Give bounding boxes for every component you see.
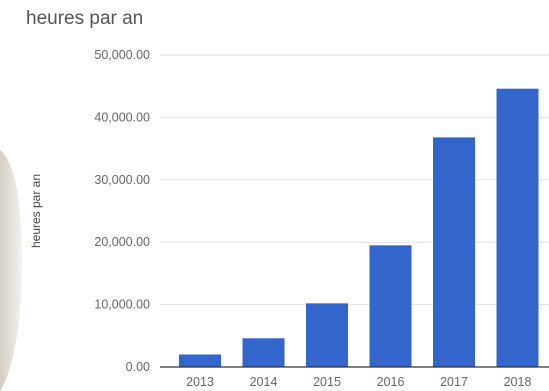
bar-2016 bbox=[369, 245, 412, 367]
x-tick-label: 2018 bbox=[504, 375, 532, 389]
y-tick-label: 30,000.00 bbox=[94, 173, 150, 187]
bar-2014 bbox=[242, 338, 285, 367]
y-tick-label: 20,000.00 bbox=[94, 235, 150, 249]
x-tick-label: 2016 bbox=[377, 375, 405, 389]
y-axis-ticks: 0.00 10,000.00 20,000.00 30,000.00 40,000.00… bbox=[94, 48, 150, 374]
bars bbox=[179, 88, 539, 368]
y-tick-label: 50,000.00 bbox=[94, 48, 150, 62]
x-tick-label: 2014 bbox=[250, 375, 278, 389]
gridlines bbox=[160, 54, 549, 306]
y-tick-label: 40,000.00 bbox=[94, 110, 150, 124]
y-tick-label: 10,000.00 bbox=[94, 298, 150, 312]
bar-2018 bbox=[496, 88, 539, 368]
x-tick-label: 2015 bbox=[313, 375, 341, 389]
bar-2013 bbox=[179, 354, 221, 367]
y-tick-label: 0.00 bbox=[126, 360, 150, 374]
x-tick-label: 2013 bbox=[186, 375, 214, 389]
y-axis-title: heures par an bbox=[29, 174, 43, 248]
chart-title: heures par an bbox=[26, 8, 144, 29]
x-axis-ticks: 2013 2014 2015 2016 2017 2018 bbox=[186, 375, 531, 389]
bar-2017 bbox=[433, 137, 475, 367]
photo-edge-shape bbox=[0, 150, 22, 391]
bar-2015 bbox=[306, 303, 348, 367]
x-tick-label: 2017 bbox=[440, 375, 468, 389]
